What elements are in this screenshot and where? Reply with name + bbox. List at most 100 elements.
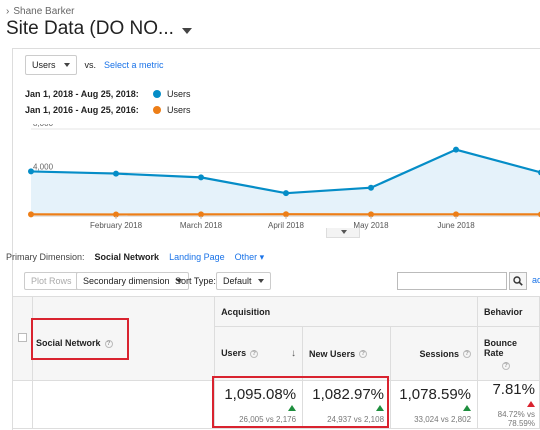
cell-bounce-rate-total: 7.81% 84.72% vs 78.59% bbox=[477, 380, 540, 429]
breadcrumb[interactable]: › Shane Barker bbox=[6, 6, 75, 17]
sort-type-value: Default bbox=[223, 276, 252, 286]
col-sessions-label: Sessions bbox=[419, 348, 460, 359]
highlight-box-users-columns bbox=[212, 376, 389, 428]
users-compare-values: 26,005 vs 2,176 bbox=[239, 414, 297, 424]
caret-down-icon bbox=[63, 63, 70, 67]
data-point bbox=[113, 170, 119, 177]
highlight-box-social-network bbox=[31, 318, 129, 360]
x-tick-label: March 2018 bbox=[180, 221, 223, 230]
x-tick-label: April 2018 bbox=[268, 221, 305, 230]
help-icon[interactable]: ? bbox=[463, 350, 472, 359]
data-table: Acquisition Behavior Users? ↓ New Users?… bbox=[12, 296, 540, 429]
legend-item-current: Jan 1, 2018 - Aug 25, 2018: Users bbox=[25, 89, 191, 99]
select-all-cell bbox=[12, 296, 33, 381]
sort-desc-icon[interactable]: ↓ bbox=[291, 348, 297, 359]
col-bounce-rate-header[interactable]: Bounce Rate? bbox=[477, 326, 540, 381]
help-icon[interactable]: ? bbox=[359, 350, 368, 359]
data-point bbox=[28, 211, 34, 218]
social-network-header[interactable]: Social Network? bbox=[36, 338, 113, 348]
select-all-checkbox[interactable] bbox=[17, 333, 27, 342]
bounce-pct-change: 7.81% bbox=[492, 381, 535, 398]
table-search-input[interactable] bbox=[397, 272, 507, 290]
chart-collapse-tab[interactable] bbox=[326, 228, 360, 238]
data-point bbox=[283, 190, 289, 197]
col-new-users-header[interactable]: New Users? bbox=[302, 326, 392, 381]
chevron-right-icon: › bbox=[6, 6, 10, 17]
arrow-up-green-icon bbox=[463, 405, 472, 412]
data-point bbox=[198, 174, 204, 181]
acquisition-group-header: Acquisition bbox=[214, 296, 479, 327]
col-sessions-header[interactable]: Sessions? bbox=[390, 326, 479, 381]
metric-select-value: Users bbox=[32, 60, 56, 70]
cell-sessions-total: 1,078.59% 33,024 vs 2,802 bbox=[390, 380, 479, 429]
x-tick-label: May 2018 bbox=[353, 221, 389, 230]
search-icon bbox=[513, 276, 523, 286]
dim-option-landing-page[interactable]: Landing Page bbox=[169, 252, 225, 262]
x-tick-label: February 2018 bbox=[90, 221, 143, 230]
sessions-compare-values: 33,024 vs 2,802 bbox=[414, 414, 472, 424]
x-tick-label: June 2018 bbox=[437, 221, 475, 230]
acquisition-label: Acquisition bbox=[221, 306, 271, 317]
series-area-current bbox=[31, 149, 540, 216]
social-network-label: Social Network bbox=[36, 338, 101, 348]
legend-date: Jan 1, 2018 - Aug 25, 2018: bbox=[25, 89, 139, 99]
legend-label: Users bbox=[167, 89, 191, 99]
sort-type-label: Sort Type: bbox=[175, 276, 216, 286]
secondary-dimension-select[interactable]: Secondary dimension bbox=[76, 272, 189, 290]
primary-dimension-bar: Primary Dimension: Social Network Landin… bbox=[6, 252, 264, 263]
cell-users-total: 1,095.08% 26,005 vs 2,176 bbox=[214, 380, 304, 429]
arrow-up-red-icon bbox=[527, 400, 535, 407]
behavior-label: Behavior bbox=[484, 306, 523, 317]
vs-label: vs. bbox=[84, 60, 97, 70]
data-point bbox=[453, 146, 459, 153]
new-users-pct-change: 1,082.97% bbox=[312, 385, 385, 403]
caret-down-icon[interactable] bbox=[181, 27, 192, 34]
y-tick-label: 4,000 bbox=[33, 163, 54, 172]
data-point bbox=[283, 211, 289, 218]
col-users-label: Users bbox=[221, 348, 247, 358]
users-pct-change: 1,095.08% bbox=[224, 385, 297, 403]
metric-select[interactable]: Users bbox=[25, 55, 77, 75]
table-toolbar: Plot Rows Secondary dimension Sort Type:… bbox=[12, 272, 540, 294]
arrow-up-green-icon bbox=[288, 405, 297, 412]
plot-rows-button[interactable]: Plot Rows bbox=[24, 272, 79, 290]
dim-option-social-network[interactable]: Social Network bbox=[94, 252, 160, 262]
site-title[interactable]: Site Data (DO NO... bbox=[6, 18, 174, 39]
secondary-dimension-label: Secondary dimension bbox=[83, 276, 170, 286]
report-header: › Shane Barker Site Data (DO NO... bbox=[0, 0, 540, 48]
sort-type-select[interactable]: Default bbox=[216, 272, 271, 290]
bounce-compare-values: 84.72% vs 78.59% bbox=[497, 410, 535, 428]
metric-row: Users vs. Select a metric bbox=[25, 55, 164, 75]
totals-dim-cell bbox=[31, 380, 216, 429]
data-point bbox=[113, 211, 119, 218]
caret-down-icon bbox=[257, 279, 264, 283]
primary-dimension-label: Primary Dimension: bbox=[6, 252, 85, 262]
legend-label: Users bbox=[167, 105, 191, 115]
y-tick-label: 8,000 bbox=[33, 124, 54, 128]
help-icon[interactable]: ? bbox=[502, 361, 511, 370]
behavior-group-header: Behavior bbox=[477, 296, 540, 327]
legend-dot-blue-icon bbox=[153, 90, 161, 98]
breadcrumb-account[interactable]: Shane Barker bbox=[13, 6, 75, 17]
view-selector[interactable]: Site Data (DO NO... bbox=[6, 18, 192, 40]
col-users-header[interactable]: Users? ↓ bbox=[214, 326, 304, 381]
select-metric-link[interactable]: Select a metric bbox=[104, 60, 164, 70]
data-point bbox=[453, 211, 459, 218]
data-point bbox=[198, 211, 204, 218]
new-users-compare-values: 24,937 vs 2,108 bbox=[327, 414, 385, 424]
legend-date: Jan 1, 2016 - Aug 25, 2016: bbox=[25, 105, 139, 115]
help-icon[interactable]: ? bbox=[250, 349, 259, 358]
users-line-chart[interactable]: 8,000 4,000 February 2018 March 2018 April 2… bbox=[13, 124, 540, 234]
col-new-users-label: New Users bbox=[309, 348, 356, 359]
caret-down-icon bbox=[341, 230, 347, 234]
dim-option-other[interactable]: Other ▾ bbox=[234, 252, 265, 262]
advanced-filter-link[interactable]: advan bbox=[532, 275, 540, 285]
help-icon[interactable]: ? bbox=[104, 339, 113, 348]
cell-new-users-total: 1,082.97% 24,937 vs 2,108 bbox=[302, 380, 392, 429]
data-point bbox=[368, 211, 374, 218]
legend-dot-orange-icon bbox=[153, 106, 161, 114]
legend-item-previous: Jan 1, 2016 - Aug 25, 2016: Users bbox=[25, 105, 191, 115]
table-row-totals: 1,095.08% 26,005 vs 2,176 1,082.97% 24,9… bbox=[12, 380, 540, 429]
search-button[interactable] bbox=[509, 272, 527, 290]
arrow-up-green-icon bbox=[376, 405, 385, 412]
